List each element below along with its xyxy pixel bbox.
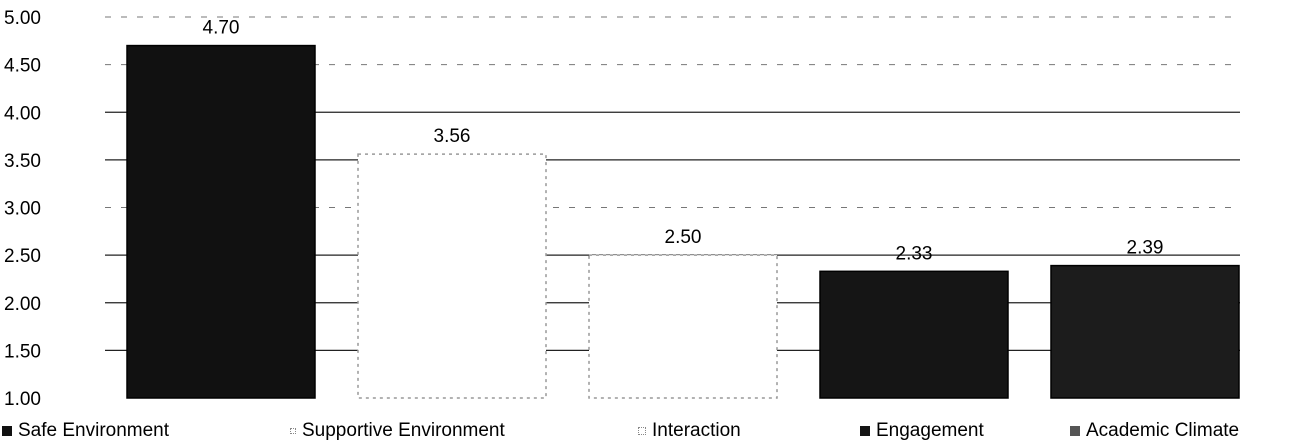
legend-label-academic-climate: Academic Climate bbox=[1086, 420, 1240, 441]
legend-label-interaction: Interaction bbox=[652, 420, 741, 441]
legend-swatch-supportive-environment bbox=[290, 428, 296, 434]
legend-item-interaction: Interaction bbox=[638, 420, 741, 442]
y-tick-label-4-50: 4.50 bbox=[4, 56, 41, 77]
data-label-interaction: 2.50 bbox=[665, 227, 702, 248]
y-tick-label-2-50: 2.50 bbox=[4, 246, 41, 267]
y-tick-label-5-00: 5.00 bbox=[4, 8, 41, 29]
y-tick-label-2-00: 2.00 bbox=[4, 294, 41, 315]
legend-label-supportive-environment: Supportive Environment bbox=[302, 420, 505, 441]
legend-swatch-interaction bbox=[638, 427, 646, 435]
bar-academic-climate bbox=[1050, 264, 1240, 399]
bar-safe-environment bbox=[126, 44, 316, 399]
data-labels: 4.70 3.56 2.50 2.33 2.39 bbox=[203, 18, 1164, 265]
y-tick-label-4-00: 4.00 bbox=[4, 103, 41, 124]
legend-swatch-safe-environment bbox=[2, 426, 12, 436]
legend-item-engagement: Engagement bbox=[860, 420, 984, 442]
legend-item-academic-climate: Academic Climate bbox=[1070, 420, 1239, 442]
y-tick-label-3-50: 3.50 bbox=[4, 151, 41, 172]
bars bbox=[126, 44, 1240, 399]
legend-label-engagement: Engagement bbox=[876, 420, 984, 441]
legend: Safe Environment Supportive Environment … bbox=[0, 420, 1293, 443]
legend-swatch-academic-climate bbox=[1070, 426, 1080, 436]
legend-item-safe-environment: Safe Environment bbox=[2, 420, 169, 442]
bar-interaction bbox=[588, 254, 778, 399]
bar-engagement bbox=[819, 270, 1009, 399]
data-label-safe-environment: 4.70 bbox=[203, 18, 240, 39]
y-tick-label-3-00: 3.00 bbox=[4, 199, 41, 220]
data-label-supportive-environment: 3.56 bbox=[434, 126, 471, 147]
legend-swatch-engagement bbox=[860, 426, 870, 436]
y-axis: 1.00 1.50 2.00 2.50 3.00 3.50 4.00 4.50 5.00 bbox=[4, 8, 41, 410]
legend-item-supportive-environment: Supportive Environment bbox=[290, 420, 505, 442]
y-tick-label-1-00: 1.00 bbox=[4, 389, 41, 410]
bar-chart: 1.00 1.50 2.00 2.50 3.00 3.50 4.00 4.50 5.00 4.7… bbox=[4, 8, 1240, 410]
bar-supportive-environment bbox=[357, 153, 547, 399]
y-tick-label-1-50: 1.50 bbox=[4, 341, 41, 362]
legend-label-safe-environment: Safe Environment bbox=[18, 420, 170, 441]
data-label-academic-climate: 2.39 bbox=[1127, 238, 1164, 259]
data-label-engagement: 2.33 bbox=[896, 243, 933, 264]
